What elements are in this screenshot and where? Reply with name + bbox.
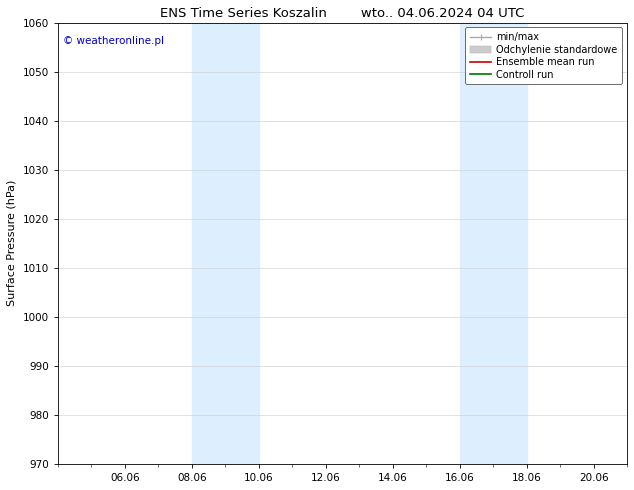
Text: © weatheronline.pl: © weatheronline.pl [63, 36, 164, 46]
Title: ENS Time Series Koszalin        wto.. 04.06.2024 04 UTC: ENS Time Series Koszalin wto.. 04.06.202… [160, 7, 524, 20]
Bar [460, 23, 527, 464]
Legend: min/max, Odchylenie standardowe, Ensemble mean run, Controll run: min/max, Odchylenie standardowe, Ensembl… [465, 27, 622, 84]
Bar [191, 23, 259, 464]
Y-axis label: Surface Pressure (hPa): Surface Pressure (hPa) [7, 180, 17, 306]
